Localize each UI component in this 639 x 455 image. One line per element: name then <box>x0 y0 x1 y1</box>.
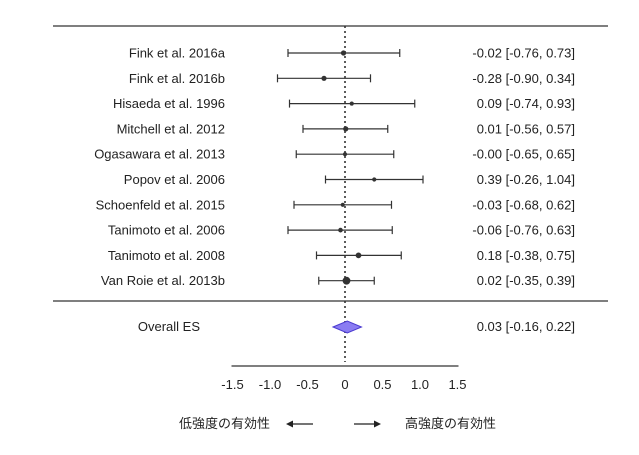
x-axis-direction-labels: 低強度の有効性 高強度の有効性 <box>179 416 496 431</box>
arrow-left-icon <box>286 420 313 428</box>
ci-text: -0.00 [-0.65, 0.65] <box>472 147 575 162</box>
x-tick-label: 1.0 <box>411 377 429 392</box>
overall-diamond <box>331 320 363 334</box>
x-label-low-intensity: 低強度の有効性 <box>179 416 270 431</box>
study-label: Van Roie et al. 2013b <box>101 273 225 288</box>
point-estimate <box>340 50 347 56</box>
ci-text: -0.03 [-0.68, 0.62] <box>472 197 575 212</box>
x-label-high-intensity: 高強度の有効性 <box>405 416 496 431</box>
point-estimate <box>340 202 345 207</box>
study-row: Schoenfeld et al. 2015 -0.03 [-0.68, 0.62… <box>96 197 575 212</box>
study-label: Tanimoto et al. 2006 <box>108 223 225 238</box>
point-estimate <box>349 101 354 106</box>
study-row: Ogasawara et al. 2013 -0.00 [-0.65, 0.65] <box>94 147 575 162</box>
point-estimate <box>321 75 327 81</box>
study-row: Fink et al. 2016a -0.02 [-0.76, 0.73] <box>129 46 575 61</box>
ci-text: 0.02 [-0.35, 0.39] <box>477 273 575 288</box>
x-tick-label: 0.5 <box>373 377 391 392</box>
study-label: Fink et al. 2016b <box>129 71 225 86</box>
x-tick-label: 0 <box>341 377 348 392</box>
ci-text: 0.18 [-0.38, 0.75] <box>477 248 575 263</box>
study-rows: Fink et al. 2016a -0.02 [-0.76, 0.73]Fink… <box>94 46 575 289</box>
ci-text: -0.28 [-0.90, 0.34] <box>472 71 575 86</box>
overall-ci-text: 0.03 [-0.16, 0.22] <box>477 319 575 334</box>
study-label: Mitchell et al. 2012 <box>117 121 225 136</box>
x-tick-label: -1.5 <box>221 377 243 392</box>
study-row: Fink et al. 2016b -0.28 [-0.90, 0.34] <box>129 71 575 86</box>
study-row: Tanimoto et al. 2008 0.18 [-0.38, 0.75] <box>108 248 575 263</box>
ci-text: 0.09 [-0.74, 0.93] <box>477 96 575 111</box>
x-tick-label: 1.5 <box>448 377 466 392</box>
point-estimate <box>342 152 348 157</box>
overall-effect: Overall ES 0.03 [-0.16, 0.22] <box>138 319 575 334</box>
study-label: Tanimoto et al. 2008 <box>108 248 225 263</box>
ci-text: 0.39 [-0.26, 1.04] <box>477 172 575 187</box>
arrow-right-icon <box>354 420 381 428</box>
ci-text: -0.02 [-0.76, 0.73] <box>472 46 575 61</box>
study-label: Fink et al. 2016a <box>129 46 226 61</box>
x-tick-label: -0.5 <box>296 377 318 392</box>
study-row: Tanimoto et al. 2006 -0.06 [-0.76, 0.63] <box>108 223 575 238</box>
point-estimate <box>372 177 377 182</box>
x-axis-ticks: -1.5 -1.0 -0.5 0 0.5 1.0 1.5 <box>221 377 466 392</box>
point-estimate <box>338 227 343 233</box>
study-row: Hisaeda et al. 1996 0.09 [-0.74, 0.93] <box>113 96 575 111</box>
study-row: Mitchell et al. 2012 0.01 [-0.56, 0.57] <box>117 121 575 136</box>
ci-text: 0.01 [-0.56, 0.57] <box>477 121 575 136</box>
point-estimate <box>343 126 349 132</box>
study-label: Ogasawara et al. 2013 <box>94 147 225 162</box>
study-label: Hisaeda et al. 1996 <box>113 96 225 111</box>
overall-label: Overall ES <box>138 319 200 334</box>
x-tick-label: -1.0 <box>259 377 281 392</box>
study-row: Popov et al. 2006 0.39 [-0.26, 1.04] <box>124 172 575 187</box>
ci-text: -0.06 [-0.76, 0.63] <box>472 223 575 238</box>
point-estimate <box>355 252 362 259</box>
point-estimate <box>342 276 351 285</box>
study-label: Schoenfeld et al. 2015 <box>96 197 225 212</box>
study-label: Popov et al. 2006 <box>124 172 225 187</box>
study-row: Van Roie et al. 2013b 0.02 [-0.35, 0.39] <box>101 273 575 288</box>
